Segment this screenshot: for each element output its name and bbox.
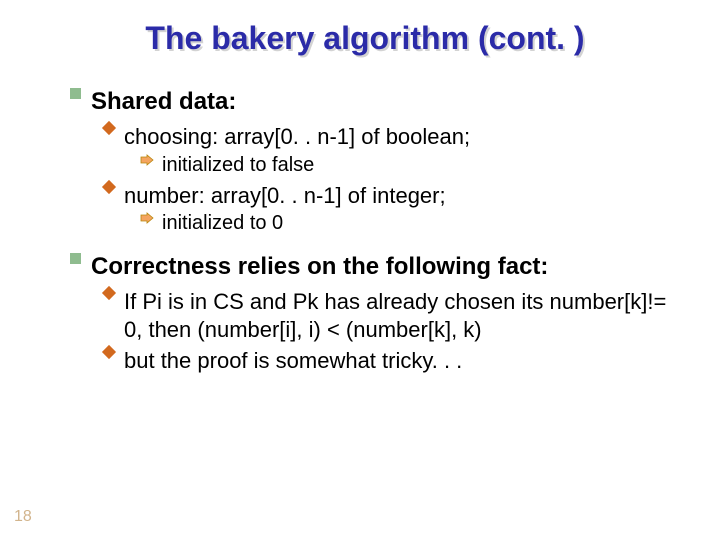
bullet-item-l3: initialized to false [70,153,690,178]
diamond-bullet-icon [102,345,116,359]
bullet-text: but the proof is somewhat tricky. . . [124,347,690,375]
bullet-item-l2: choosing: array[0. . n-1] of boolean; [70,123,690,151]
arrow-bullet-icon [140,212,154,224]
bullet-item-l1: Correctness relies on the following fact… [70,252,690,282]
bullet-text: number: array[0. . n-1] of integer; [124,182,690,210]
diamond-bullet-icon [102,179,116,193]
square-bullet-icon [70,253,81,264]
bullet-text: Correctness relies on the following fact… [91,252,690,282]
bullet-item-l2: but the proof is somewhat tricky. . . [70,347,690,375]
slide-title: The bakery algorithm (cont. ) [40,20,690,57]
slide: The bakery algorithm (cont. ) Shared dat… [0,0,720,540]
bullet-text: choosing: array[0. . n-1] of boolean; [124,123,690,151]
slide-number: 18 [14,508,32,526]
bullet-text: If Pi is in CS and Pk has already chosen… [124,288,690,343]
bullet-item-l2: If Pi is in CS and Pk has already chosen… [70,288,690,343]
bullet-item-l1: Shared data: [70,87,690,117]
bullet-item-l3: initialized to 0 [70,211,690,236]
bullet-text: initialized to false [162,153,690,178]
diamond-bullet-icon [102,121,116,135]
bullet-item-l2: number: array[0. . n-1] of integer; [70,182,690,210]
bullet-text: initialized to 0 [162,211,690,236]
bullet-text: Shared data: [91,87,690,117]
spacer [70,240,690,252]
arrow-bullet-icon [140,154,154,166]
square-bullet-icon [70,88,81,99]
slide-content: Shared data: choosing: array[0. . n-1] o… [40,87,690,375]
diamond-bullet-icon [102,286,116,300]
